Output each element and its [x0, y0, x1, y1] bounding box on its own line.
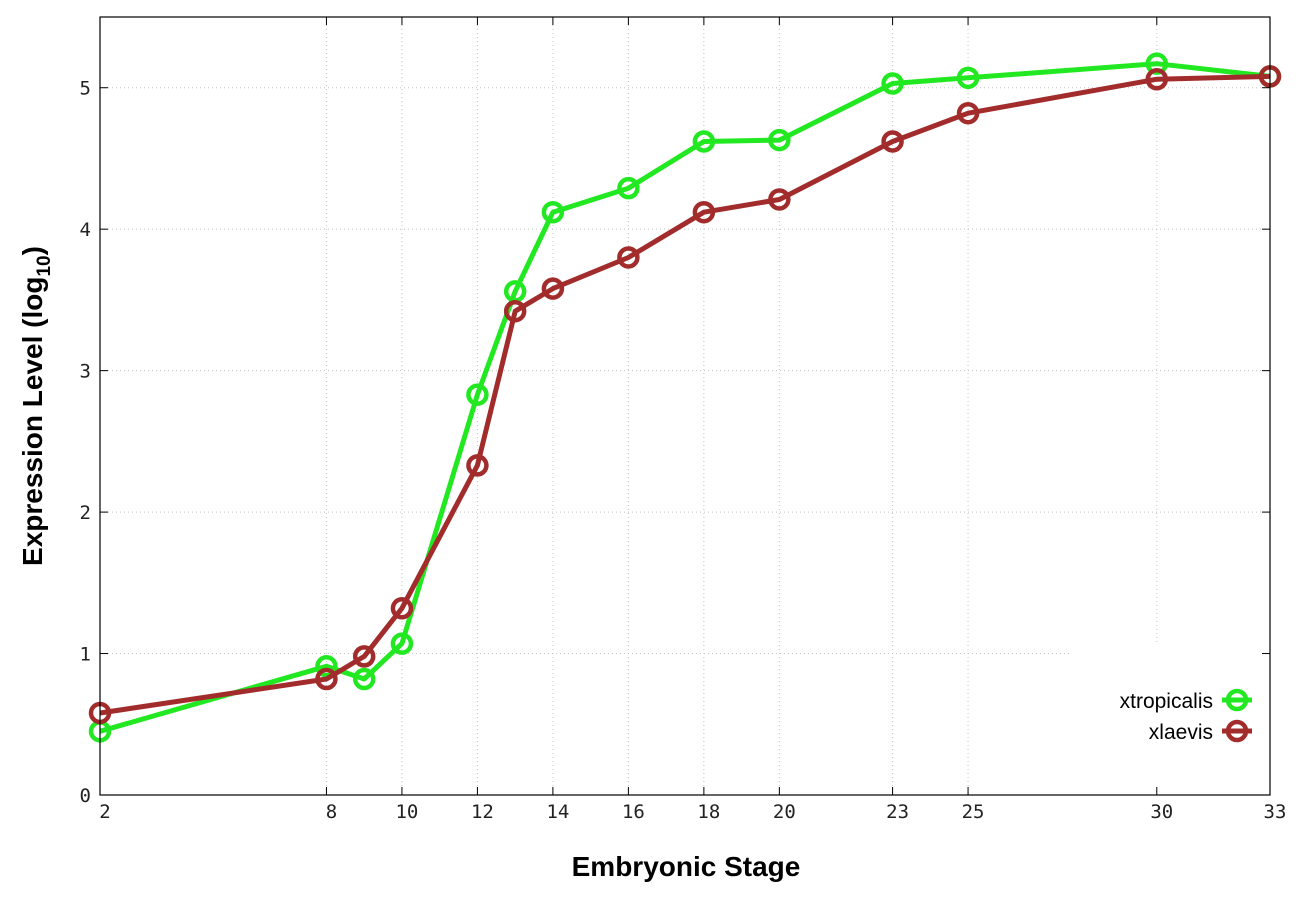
- x-tick-label: 18: [697, 801, 720, 823]
- data-point-xtropicalis: [692, 130, 716, 153]
- data-point-xtropicalis: [617, 176, 640, 200]
- data-point-xlaevis: [315, 667, 338, 691]
- data-point-xlaevis: [503, 299, 527, 323]
- x-tick-label: 2: [99, 801, 110, 823]
- data-point-xtropicalis: [956, 66, 980, 90]
- legend: xtropicalis xlaevis: [1120, 688, 1252, 744]
- data-point-xlaevis: [466, 454, 489, 477]
- series-xlaevis: [88, 65, 1282, 725]
- series-line-xtropicalis: [99, 61, 1271, 734]
- x-tick-label: 25: [962, 801, 985, 823]
- data-point-xlaevis: [541, 277, 565, 300]
- y-tick-label: 2: [80, 502, 91, 524]
- data-point-xlaevis: [352, 645, 376, 668]
- x-tick-label: 12: [471, 801, 494, 823]
- x-tick-label: 10: [395, 801, 418, 823]
- legend-swatch-marker: [1225, 688, 1249, 712]
- data-point-xlaevis: [1145, 67, 1169, 91]
- data-point-xlaevis: [692, 200, 716, 224]
- y-axis-title: Expression Level (log10): [17, 246, 55, 566]
- data-point-xtropicalis: [352, 667, 376, 691]
- data-point-xlaevis: [768, 188, 791, 211]
- data-point-xtropicalis: [881, 72, 904, 95]
- series-xtropicalis: [88, 52, 1282, 743]
- plot-frame: [99, 16, 1271, 796]
- legend-label-xlaevis: xlaevis: [1149, 721, 1213, 744]
- legend-background: [1072, 643, 1269, 794]
- x-tick-label: 8: [326, 801, 337, 823]
- y-tick-label: 0: [80, 785, 91, 807]
- x-axis-title: Embryonic Stage: [572, 851, 801, 882]
- y-tick-label: 5: [80, 78, 91, 100]
- data-point-xlaevis: [390, 597, 414, 620]
- legend-label-xtropicalis: xtropicalis: [1120, 690, 1213, 713]
- series-line-xlaevis: [99, 73, 1271, 716]
- y-tick-label: 4: [80, 219, 91, 241]
- y-axis-title-subscript: 10: [34, 255, 55, 276]
- series-layer: [88, 52, 1282, 743]
- x-tick-label: 20: [773, 801, 796, 823]
- data-point-xlaevis: [956, 101, 980, 125]
- x-tick-label: 30: [1150, 801, 1173, 823]
- data-point-xtropicalis: [390, 632, 414, 655]
- y-tick-label: 3: [80, 361, 91, 383]
- data-point-xlaevis: [617, 246, 640, 269]
- data-point-xtropicalis: [315, 655, 338, 678]
- legend-swatch-marker: [1225, 719, 1249, 743]
- data-point-xtropicalis: [466, 383, 489, 406]
- grid: [100, 17, 1270, 795]
- y-tick-label: 1: [80, 644, 91, 666]
- data-point-xtropicalis: [768, 128, 791, 152]
- data-point-xtropicalis: [541, 200, 565, 224]
- x-tick-label: 16: [622, 801, 645, 823]
- y-axis-title-main: Expression Level (log: [17, 277, 48, 566]
- x-tick-label: 23: [886, 801, 909, 823]
- y-axis-title-close: ): [17, 246, 48, 255]
- x-tick-label: 14: [546, 801, 569, 823]
- data-point-xtropicalis: [1145, 52, 1169, 75]
- x-tick-label: 33: [1264, 801, 1287, 823]
- data-point-xlaevis: [881, 130, 904, 153]
